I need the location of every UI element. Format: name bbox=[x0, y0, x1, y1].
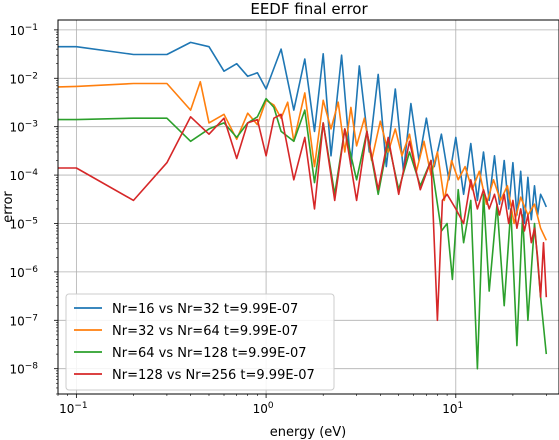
y-tick-label: 10−2 bbox=[9, 71, 38, 86]
y-tick-label: 10−4 bbox=[9, 168, 38, 183]
legend-frame bbox=[65, 293, 335, 391]
axis-ticks: 10−1 100 101 10−8 10−7 10−6 10−5 10−4 10−3 10−2 10… bbox=[9, 23, 547, 416]
y-axis-label: error bbox=[1, 191, 16, 223]
y-tick-label: 10−3 bbox=[9, 120, 38, 135]
legend-label-3: Nr=64 vs Nr=128 t=9.99E-07 bbox=[112, 346, 307, 361]
y-tick-label: 10−6 bbox=[9, 265, 38, 280]
x-axis-label: energy (eV) bbox=[270, 425, 346, 440]
x-tick-label: 10−1 bbox=[59, 401, 88, 416]
x-tick-label: 100 bbox=[253, 401, 274, 416]
series-line-1 bbox=[58, 41, 548, 225]
legend-label-1: Nr=16 vs Nr=32 t=9.99E-07 bbox=[112, 302, 298, 317]
y-tick-label: 10−1 bbox=[9, 23, 38, 38]
y-tick-label: 10−8 bbox=[9, 362, 38, 377]
y-tick-label: 10−7 bbox=[9, 313, 38, 328]
y-tick-label: 10−5 bbox=[9, 216, 38, 231]
legend-label-4: Nr=128 vs Nr=256 t=9.99E-07 bbox=[112, 368, 315, 383]
legend-label-2: Nr=32 vs Nr=64 t=9.99E-07 bbox=[112, 324, 298, 339]
legend: Nr=16 vs Nr=32 t=9.99E-07 Nr=32 vs Nr=64 … bbox=[65, 293, 335, 391]
series-layer bbox=[58, 41, 548, 370]
chart-title: EEDF final error bbox=[250, 0, 368, 18]
grid bbox=[58, 20, 559, 394]
plot-area-frame bbox=[57, 19, 559, 395]
x-tick-label: 101 bbox=[442, 401, 463, 416]
series-line-4 bbox=[58, 113, 548, 322]
